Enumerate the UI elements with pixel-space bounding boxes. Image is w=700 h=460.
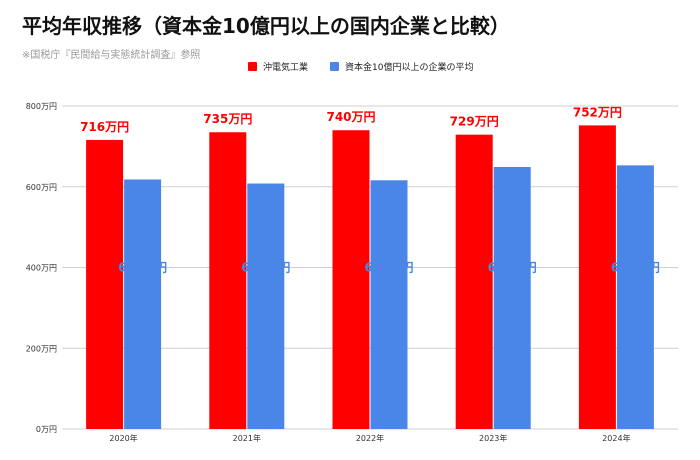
y-tick-label: 800万円	[26, 102, 57, 111]
data-label-series-1: 735万円	[203, 112, 252, 126]
bar-series-2	[493, 166, 531, 429]
data-label-series-2: 608万円	[241, 261, 290, 275]
data-label-series-1: 729万円	[450, 115, 499, 129]
data-label-series-2: 653万円	[611, 261, 660, 275]
bar-series-2	[247, 183, 285, 429]
legend-item-series-2: 資本金10億円以上の企業の平均	[330, 60, 473, 73]
bar-series-1	[578, 125, 616, 429]
y-tick-label: 600万円	[26, 183, 57, 192]
legend-label-series-1: 沖電気工業	[263, 63, 309, 73]
data-label-series-1: 752万円	[573, 105, 622, 119]
legend-swatch-series-1	[248, 62, 257, 71]
x-tick-label: 2022年	[356, 433, 384, 443]
x-tick-label: 2021年	[233, 433, 261, 443]
x-tick-label: 2020年	[109, 433, 137, 443]
y-tick-label: 400万円	[26, 264, 57, 273]
legend-item-series-1: 沖電気工業	[248, 60, 308, 73]
x-tick-label: 2023年	[479, 433, 507, 443]
y-tick-label: 0万円	[36, 425, 57, 434]
bar-series-1	[332, 130, 370, 429]
bar-series-2	[370, 180, 408, 429]
bar-series-1	[209, 132, 247, 429]
bar-series-1	[86, 139, 124, 430]
bar-series-1	[455, 134, 493, 429]
y-tick-label: 200万円	[26, 344, 57, 353]
chart-legend: 沖電気工業 資本金10億円以上の企業の平均	[248, 60, 495, 73]
chart-title: 平均年収推移（資本金10億円以上の国内企業と比較）	[22, 14, 510, 38]
bar-series-2	[124, 179, 162, 429]
data-label-series-1: 716万円	[80, 120, 129, 134]
data-label-series-2: 649万円	[488, 261, 537, 275]
data-label-series-1: 740万円	[326, 110, 375, 124]
x-tick-label: 2024年	[602, 433, 630, 443]
legend-label-series-2: 資本金10億円以上の企業の平均	[345, 63, 474, 73]
legend-swatch-series-2	[330, 62, 340, 71]
bar-series-2	[616, 165, 654, 429]
data-label-series-2: 618万円	[118, 261, 167, 275]
data-label-series-2: 616万円	[364, 261, 413, 275]
source-note: ※国税庁『民間給与実態統計調査』参照	[22, 50, 201, 61]
